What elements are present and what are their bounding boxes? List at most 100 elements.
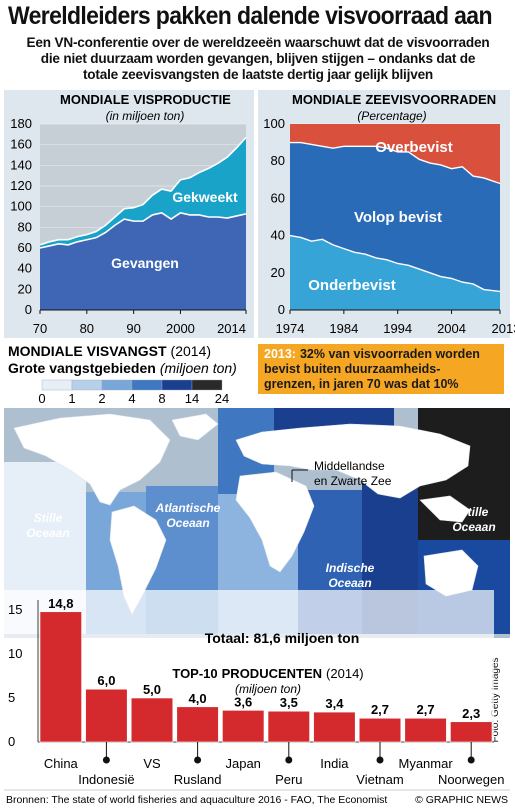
greenland [171,413,219,441]
y-tick-label: 100 [10,199,32,214]
subtitle-line: totale zeevisvangsten de laatste dertig … [82,67,434,82]
y-tick-label: 80 [18,219,32,234]
boundary-line [289,234,501,293]
legend-value: 14 [185,391,199,406]
bar [130,697,174,743]
callout-box [258,344,504,394]
bar-value-label: 2,7 [371,702,389,717]
y-tick-label: 10 [8,646,22,661]
label-atlantische-oceaan: Atlantische [155,501,221,515]
chart-subtitle: (Percentage) [357,109,426,123]
x-tick-label: 2014 [217,321,246,336]
y-tick-label: 15 [8,602,22,617]
y-tick-label: 20 [271,265,285,280]
bar-value-label: 14,8 [48,596,73,611]
legend-value: 4 [128,391,135,406]
label-zwarte-zee: en Zwarte Zee [314,474,392,488]
chart-title: TOP-10 PRODUCENTEN (2014) [172,666,363,681]
series-label-gevangen: Gevangen [111,255,179,271]
label-stille-oceaan-oost: Oceaan [452,520,495,534]
label-stille-oceaan-oost: Stille [460,505,489,519]
bar-value-label: 3,5 [280,695,298,710]
legend-value: 8 [158,391,165,406]
series-label-gekweekt: Gekweekt [172,189,238,205]
chart-title: MONDIALE VISPRODUCTIE [60,92,231,107]
y-tick-label: 60 [271,190,285,205]
bar [39,611,82,743]
y-tick-label: 0 [25,302,32,317]
area-gekweekt [40,137,246,248]
line-totaal [39,136,247,246]
ocean-labels: Stille Oceaan Atlantische Oceaan Indisch… [26,501,495,590]
callout-line-2: bevist buiten duurzaamheids- [264,362,440,376]
category-dot [102,756,110,764]
bar-value-label: 6,0 [97,673,115,688]
callout-line-1: 2013: 32% van visvoorraden worden [264,347,480,361]
x-tick-label: 2004 [437,321,466,336]
eurasia [235,423,471,499]
y-tick-label: 20 [18,281,32,296]
subtitle-line: Een VN-conferentie over de wereldzeeën w… [26,35,490,50]
legend-title: Grote vangstgebieden (miljoen ton) [8,360,237,376]
x-tick-label: 80 [80,321,94,336]
label-middellandse-zee: Middellandse [314,459,385,473]
category-label: Rusland [174,772,222,787]
legend-value: 0 [38,391,45,406]
y-tick-label: 40 [18,261,32,276]
map-legend: 0 1 2 4 8 14 24 [38,379,229,406]
y-tick-label: 160 [10,137,32,152]
label-stille-oceaan: Oceaan [26,526,69,540]
map-title: MONDIALE VISVANGST (2014) [8,343,211,359]
bar-value-label: 5,0 [143,682,161,697]
north-america [13,413,171,506]
category-dot [376,756,384,764]
bar-chart-backdrop [4,590,494,786]
bar [313,711,356,743]
bar-value-label: 3,6 [234,694,252,709]
category-dot [285,756,293,764]
y-tick-label: 180 [10,116,32,131]
bar-value-label: 4,0 [189,691,207,706]
category-dot [194,756,202,764]
page-title: Wereldleiders pakken dalende visvoorraad… [8,2,493,30]
bar [176,706,219,743]
area-onderbevist [290,235,500,310]
y-tick-label: 120 [10,178,32,193]
x-tick-label: 1974 [276,321,305,336]
bar [404,717,447,743]
chart-subtitle: (in miljoen ton) [106,109,185,123]
total-label: Totaal: 81,6 miljoen ton [205,630,360,646]
bar-value-label: 2,3 [462,706,480,721]
subtitle-line: die niet duurzaam worden gevangen, blijv… [40,51,476,66]
y-tick-label: 0 [8,734,15,749]
category-label: India [320,756,349,771]
y-tick-label: 40 [271,228,285,243]
photo-credit: Foto: Getty Images [490,657,501,742]
series-label-volop: Volop bevist [354,209,442,226]
footer-sources: Bronnen: The state of world fisheries an… [6,794,387,806]
x-tick-label: 2013 [492,321,515,336]
label-indische-oceaan: Indische [326,561,375,575]
bar-value-label: 2,7 [417,702,435,717]
legend-value: 1 [68,391,75,406]
southeast-asia [419,495,471,523]
category-label: Myanmar [399,756,454,771]
category-dot [467,756,475,764]
category-label: Japan [225,756,260,771]
legend-value: 24 [215,391,229,406]
x-tick-label: 70 [33,321,47,336]
category-label: Indonesië [78,772,134,787]
x-tick-label: 90 [126,321,140,336]
boundary-line [290,141,501,185]
chart-title: MONDIALE ZEEVISVOORRADEN [292,92,496,107]
category-label: China [44,756,79,771]
x-tick-label: 2000 [166,321,195,336]
area-volop-bevist [290,142,500,292]
y-tick-label: 140 [10,157,32,172]
bar [222,710,265,743]
y-tick-label: 60 [18,240,32,255]
